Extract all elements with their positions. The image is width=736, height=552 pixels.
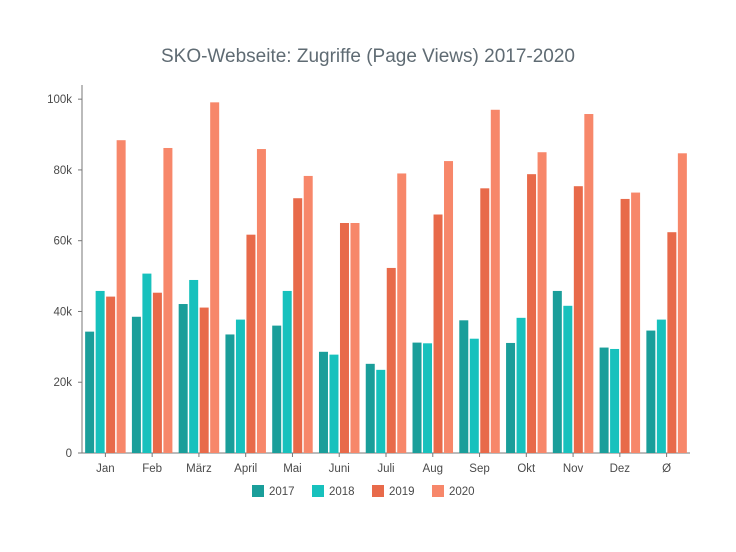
x-axis: Jan Feb März April Mai Juni Juli Aug Sep Okt Nov De… <box>82 452 690 475</box>
bar-2017-Aug <box>412 342 422 453</box>
bar-2018-Sep <box>469 338 479 453</box>
y-axis: 0 20k 40k 60k 80k 100k <box>47 85 83 460</box>
bar-2019-Ø <box>667 232 677 453</box>
bar-2018-April <box>235 319 245 453</box>
bar-2017-März <box>178 304 188 453</box>
bar-2019-Mai <box>293 198 303 453</box>
bar-2019-Juli <box>386 267 396 453</box>
x-tick-label: Aug <box>423 463 443 475</box>
bar-2019-Sep <box>480 188 490 454</box>
bar-2017-Ø <box>646 330 656 453</box>
bar-2017-Okt <box>506 342 516 453</box>
x-tick-label: Mai <box>283 463 302 475</box>
bar-2020-Juni <box>350 223 360 453</box>
bar-2019-Juni <box>339 223 349 453</box>
legend: 2017 2018 2019 2020 <box>252 485 475 498</box>
bar-2017-Nov <box>552 290 562 453</box>
bar-2018-Ø <box>656 319 666 453</box>
bar-2020-Jan <box>116 140 126 453</box>
legend-label-2017: 2017 <box>269 486 295 498</box>
legend-label-2020: 2020 <box>449 486 475 498</box>
bar-2018-Mai <box>282 290 292 453</box>
bar-2020-Aug <box>444 161 454 454</box>
legend-label-2019: 2019 <box>389 486 415 498</box>
bar-2019-März <box>199 307 209 453</box>
x-tick-label: Juli <box>377 463 394 475</box>
bar-2017-Feb <box>131 316 141 453</box>
bar-2019-Feb <box>152 292 162 453</box>
bar-2018-Juni <box>329 354 339 453</box>
y-tick-label: 20k <box>53 377 72 389</box>
bar-2020-April <box>256 149 266 454</box>
bar-2017-Juli <box>365 363 375 453</box>
bar-2019-April <box>246 234 256 453</box>
x-tick-label: Ø <box>662 463 671 475</box>
x-tick-label: Okt <box>517 463 536 475</box>
bar-2017-Dez <box>599 347 609 453</box>
y-tick-label: 0 <box>66 448 72 460</box>
bar-2018-Jan <box>95 290 105 453</box>
legend-label-2018: 2018 <box>329 486 355 498</box>
x-tick-label: April <box>234 463 257 475</box>
bar-2020-Nov <box>584 114 594 453</box>
bar-2018-Okt <box>516 317 526 453</box>
bar-2020-Dez <box>631 192 641 454</box>
bar-2018-Dez <box>610 348 620 453</box>
legend-swatch-2019 <box>372 485 384 497</box>
bar-2017-Sep <box>459 320 469 453</box>
bar-2020-Mai <box>303 175 313 453</box>
x-tick-label: Sep <box>469 463 489 475</box>
x-tick-label: Feb <box>142 463 162 475</box>
bar-2020-Feb <box>163 147 173 453</box>
legend-swatch-2017 <box>252 485 264 497</box>
bar-2019-Dez <box>620 198 630 453</box>
legend-swatch-2020 <box>432 485 444 497</box>
bar-2018-Juli <box>376 369 386 453</box>
x-tick-label: Nov <box>563 463 584 475</box>
x-tick-label: Jan <box>96 463 115 475</box>
x-tick-label: Juni <box>329 463 350 475</box>
y-tick-label: 40k <box>53 306 72 318</box>
bar-2018-März <box>189 279 199 453</box>
bar-2019-Okt <box>527 174 537 453</box>
bar-2017-April <box>225 334 235 453</box>
y-tick-label: 100k <box>47 94 72 106</box>
bar-2018-Nov <box>563 305 573 453</box>
bar-2017-Juni <box>318 351 328 453</box>
legend-swatch-2018 <box>312 485 324 497</box>
bar-2020-Okt <box>537 152 547 453</box>
bars-group <box>85 102 687 454</box>
bar-2018-Aug <box>423 343 433 453</box>
bar-2017-Mai <box>272 325 282 453</box>
bar-2020-Sep <box>490 109 500 454</box>
bar-2018-Feb <box>142 273 152 453</box>
bar-2019-Nov <box>573 186 583 453</box>
bar-2019-Aug <box>433 214 443 453</box>
y-tick-label: 80k <box>53 165 72 177</box>
bar-2020-März <box>210 102 220 453</box>
x-tick-label: März <box>186 463 212 475</box>
chart-title: SKO-Webseite: Zugriffe (Page Views) 2017… <box>161 46 575 67</box>
x-tick-label: Dez <box>610 463 631 475</box>
bar-2019-Jan <box>106 296 116 453</box>
y-tick-label: 60k <box>53 236 72 248</box>
bar-2020-Ø <box>677 153 687 454</box>
bar-2020-Juli <box>397 173 407 453</box>
bar-2017-Jan <box>85 331 95 453</box>
